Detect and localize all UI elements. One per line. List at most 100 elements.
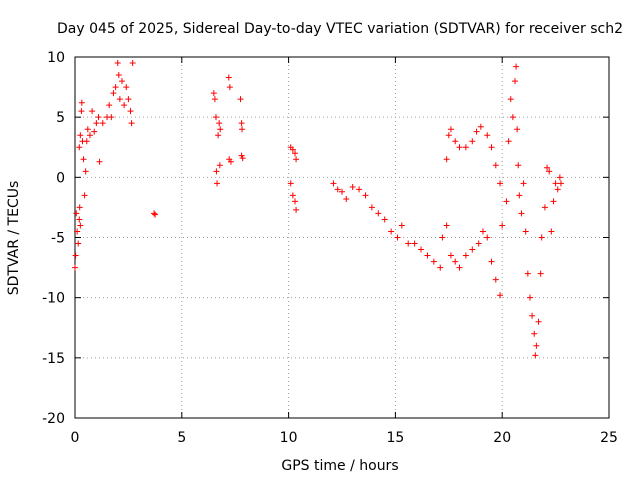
data-point <box>556 174 563 181</box>
data-point <box>368 204 375 211</box>
data-point <box>83 138 90 145</box>
data-point <box>405 240 412 247</box>
data-point <box>213 168 220 175</box>
data-point <box>424 252 431 259</box>
data-point <box>535 318 542 325</box>
data-point <box>499 222 506 229</box>
data-point <box>546 168 553 175</box>
y-tick-label: -20 <box>42 411 65 427</box>
data-point <box>93 120 100 127</box>
data-point <box>488 144 495 151</box>
data-point <box>293 206 300 213</box>
data-point <box>513 63 520 70</box>
data-point <box>398 222 405 229</box>
data-point <box>80 156 87 163</box>
data-point <box>217 126 224 133</box>
data-point <box>447 252 454 259</box>
data-point <box>469 138 476 145</box>
data-point <box>239 155 246 162</box>
data-point <box>509 114 516 121</box>
data-point <box>74 228 81 235</box>
data-point <box>430 258 437 265</box>
data-point <box>484 234 491 241</box>
data-point <box>475 240 482 247</box>
data-point <box>239 126 246 133</box>
data-point <box>497 180 504 187</box>
data-point <box>456 144 463 151</box>
data-point <box>216 120 223 127</box>
data-point <box>287 180 294 187</box>
data-point <box>532 352 539 359</box>
data-point <box>479 228 486 235</box>
y-tick-label: -15 <box>42 351 65 367</box>
data-point <box>343 195 350 202</box>
data-point <box>81 192 88 199</box>
data-point <box>112 84 119 91</box>
data-point <box>293 156 300 163</box>
data-point <box>77 222 84 229</box>
data-point <box>512 78 519 85</box>
data-point <box>339 188 345 195</box>
chart-title: Day 045 of 2025, Sidereal Day-to-day VTE… <box>57 21 623 37</box>
data-point <box>520 180 527 187</box>
data-point <box>462 144 469 151</box>
data-point <box>515 162 522 169</box>
data-point <box>89 108 96 115</box>
data-point <box>492 276 499 283</box>
data-point <box>516 192 523 199</box>
x-tick-label: 20 <box>493 430 511 446</box>
data-point <box>447 126 454 133</box>
data-point <box>91 128 98 135</box>
data-point <box>226 84 233 91</box>
data-point <box>445 132 452 139</box>
data-point <box>437 264 444 271</box>
data-point <box>554 186 561 193</box>
data-point <box>289 146 296 153</box>
x-tick-label: 25 <box>600 430 618 446</box>
data-point <box>116 96 123 103</box>
data-point <box>349 183 356 190</box>
data-point <box>292 150 299 157</box>
data-point <box>541 204 548 211</box>
x-tick-label: 10 <box>280 430 298 446</box>
data-point <box>82 168 89 175</box>
y-tick-label: 10 <box>47 50 65 66</box>
data-point <box>72 264 78 271</box>
data-point <box>212 114 219 121</box>
y-tick-label: -5 <box>51 231 65 247</box>
data-point <box>123 84 130 91</box>
data-point <box>84 126 91 133</box>
data-point <box>443 156 450 163</box>
data-point <box>289 192 296 199</box>
data-point <box>330 180 337 187</box>
data-point <box>216 162 223 169</box>
data-point <box>531 330 538 337</box>
data-point <box>381 216 388 223</box>
data-point <box>78 99 85 106</box>
x-tick-label: 5 <box>177 430 186 446</box>
data-point <box>73 210 80 217</box>
data-point <box>394 234 401 241</box>
data-point <box>72 252 79 259</box>
x-axis-label: GPS time / hours <box>281 458 398 474</box>
data-point <box>210 90 217 97</box>
data-point <box>518 210 525 217</box>
data-point <box>77 132 84 139</box>
data-point <box>115 72 122 79</box>
data-point <box>118 78 125 85</box>
data-point <box>484 132 491 139</box>
data-point <box>238 120 245 127</box>
data-point <box>125 96 132 103</box>
data-point <box>76 216 83 223</box>
plot-frame <box>74 56 610 419</box>
data-point <box>524 270 531 277</box>
tick-labels: 0 5 10 15 20 25 -20 -15 -10 -5 0 5 10 <box>42 50 618 446</box>
data-point <box>503 198 510 205</box>
data-point <box>99 120 106 127</box>
data-point <box>292 198 299 205</box>
data-point <box>492 162 499 169</box>
data-point <box>552 180 559 187</box>
data-point <box>477 123 484 130</box>
data-point <box>544 164 551 171</box>
